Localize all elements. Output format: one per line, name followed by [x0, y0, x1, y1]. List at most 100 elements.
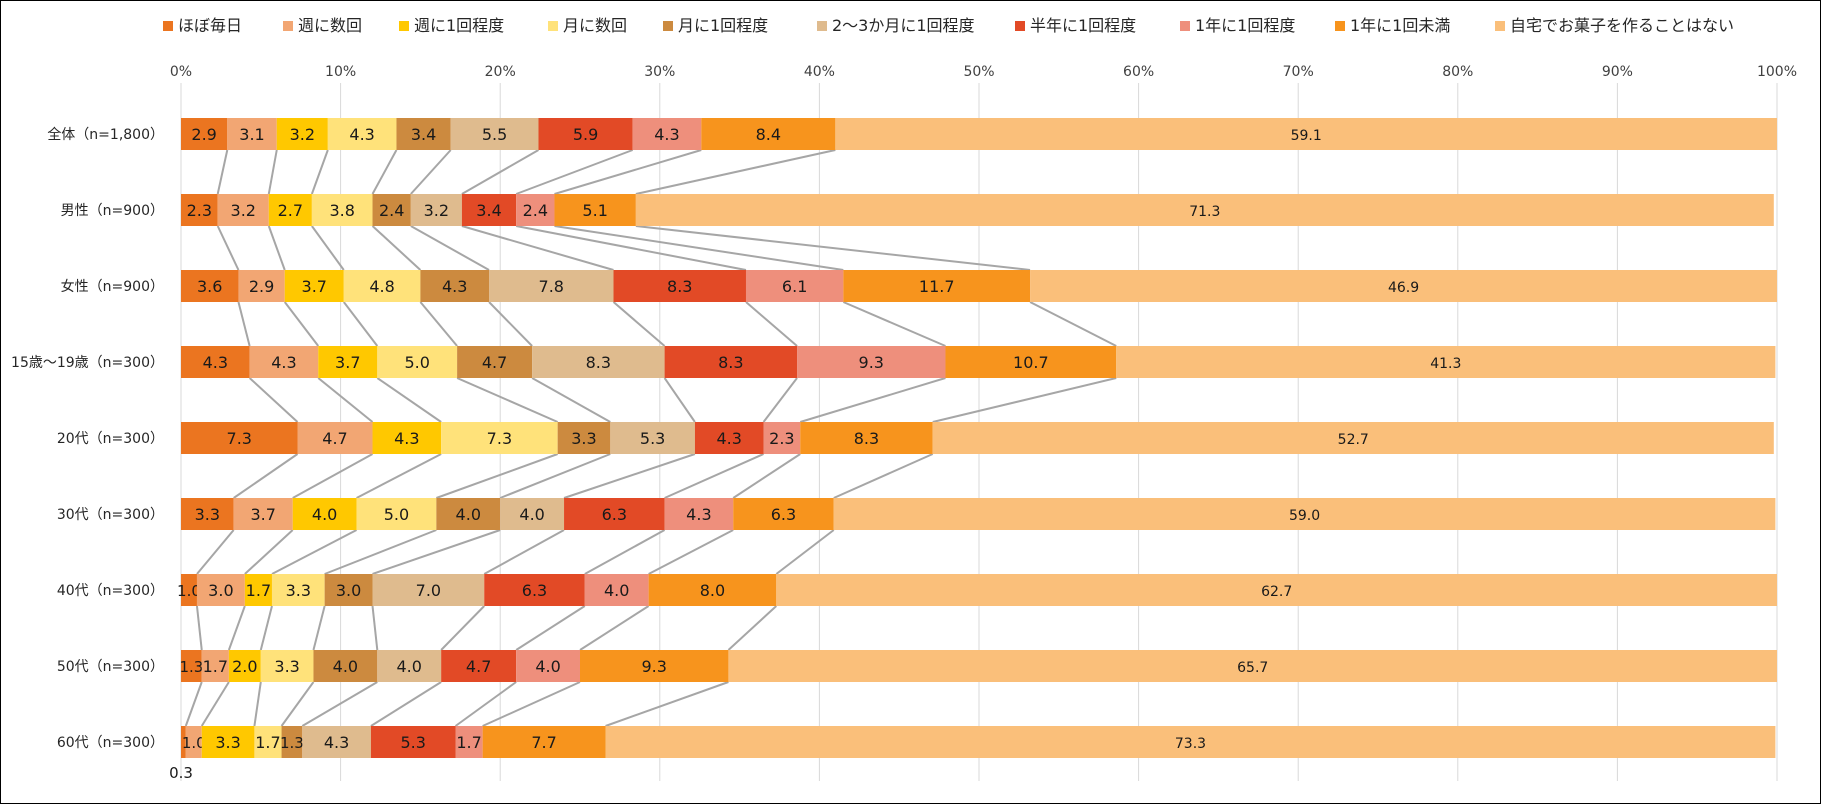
- bar-segment: [728, 650, 1777, 682]
- connector-line: [310, 149, 329, 195]
- bar-segment: [410, 194, 462, 226]
- legend-swatch: [283, 21, 293, 31]
- bar-segment: [377, 346, 458, 378]
- connector-line: [932, 377, 1117, 423]
- data-label: 9.3: [641, 657, 666, 676]
- bar-segment: [233, 498, 293, 530]
- connector-line: [563, 453, 696, 499]
- connector-line: [244, 529, 294, 575]
- connector-line: [635, 225, 1031, 271]
- bar-segment: [776, 574, 1777, 606]
- data-label: 3.1: [239, 125, 264, 144]
- legend-swatch: [1180, 21, 1190, 31]
- bar-segment: [664, 346, 798, 378]
- data-label: 5.3: [640, 429, 665, 448]
- connector-line: [267, 149, 278, 195]
- data-label: 1.0: [177, 582, 201, 600]
- bar-segment: [244, 574, 272, 606]
- bar-segment: [745, 270, 844, 302]
- connector-line: [515, 225, 747, 271]
- bar-segment: [457, 346, 533, 378]
- data-label: 6.3: [522, 581, 547, 600]
- bar-segment: [276, 118, 328, 150]
- connector-line: [456, 377, 559, 423]
- data-label: 4.7: [482, 353, 507, 372]
- bar-segment: [580, 650, 729, 682]
- data-label: 59.1: [1291, 128, 1322, 144]
- data-label: 4.0: [456, 505, 481, 524]
- bar-segment: [297, 422, 373, 454]
- connector-line: [483, 529, 565, 575]
- data-label: 1.3: [179, 658, 203, 676]
- legend-label: 自宅でお菓子を作ることはない: [1510, 16, 1734, 35]
- data-label: 3.2: [424, 201, 449, 220]
- data-label: 3.7: [335, 353, 360, 372]
- legend-swatch: [1335, 21, 1345, 31]
- data-label: 3.4: [411, 125, 436, 144]
- bar-segment: [516, 650, 580, 682]
- category-label: 20代（n=300）: [57, 431, 164, 447]
- category-label: 40代（n=300）: [57, 583, 164, 599]
- x-tick-label: 30%: [644, 64, 675, 80]
- connector-line: [324, 529, 437, 575]
- bar-segment: [370, 726, 456, 758]
- data-label: 8.3: [667, 277, 692, 296]
- data-label: 2.0: [232, 657, 257, 676]
- connector-line: [515, 605, 586, 651]
- data-label: 3.3: [195, 505, 220, 524]
- connector-line: [664, 453, 764, 499]
- x-tick-label: 40%: [804, 64, 835, 80]
- bar-segment: [455, 726, 483, 758]
- bar-segment: [292, 498, 357, 530]
- data-label: 8.0: [700, 581, 725, 600]
- x-tick-label: 20%: [485, 64, 516, 80]
- bar-segment: [227, 118, 277, 150]
- bar-segment: [833, 498, 1776, 530]
- bar-segment: [632, 118, 702, 150]
- bar-segment: [932, 422, 1774, 454]
- legend-label: 1年に1回程度: [1195, 16, 1295, 35]
- x-tick-label: 100%: [1757, 64, 1797, 80]
- bar-segment: [311, 194, 373, 226]
- bar-segment: [327, 118, 397, 150]
- data-label: 2.4: [379, 201, 404, 220]
- bar-segment: [181, 270, 239, 302]
- data-label: 46.9: [1388, 280, 1419, 296]
- data-label: 3.0: [336, 581, 361, 600]
- connector-line: [833, 453, 934, 499]
- legend-swatch: [1015, 21, 1025, 31]
- data-label: 1.0: [182, 734, 206, 752]
- data-label: 7.0: [416, 581, 441, 600]
- bar-segment: [284, 270, 344, 302]
- connector-line: [461, 149, 540, 195]
- data-label: 4.7: [466, 657, 491, 676]
- legend-swatch: [1495, 21, 1505, 31]
- connector-line: [499, 453, 611, 499]
- bar-segment: [1030, 270, 1777, 302]
- connector-line: [237, 301, 251, 347]
- data-label: 7.8: [539, 277, 564, 296]
- data-label: 8.3: [586, 353, 611, 372]
- connector-line: [1029, 301, 1117, 347]
- bar-segment: [181, 498, 234, 530]
- data-label: 4.7: [322, 429, 347, 448]
- bar-segment: [396, 118, 451, 150]
- bar-segment: [185, 726, 202, 758]
- data-label: 71.3: [1189, 204, 1220, 220]
- bar-segment: [1116, 346, 1776, 378]
- data-label: 41.3: [1430, 356, 1461, 372]
- data-label: 52.7: [1338, 432, 1369, 448]
- bar-segment: [372, 574, 485, 606]
- legend-label: ほぼ毎日: [178, 16, 242, 35]
- data-label: 2.9: [191, 125, 216, 144]
- bar-segment: [441, 422, 558, 454]
- bar-segment: [181, 346, 250, 378]
- connector-line: [635, 149, 836, 195]
- bar-segment: [356, 498, 437, 530]
- data-label: 8.4: [756, 125, 781, 144]
- data-label: 7.3: [227, 429, 252, 448]
- bar-segment: [196, 574, 245, 606]
- data-label: 1.3: [280, 734, 304, 752]
- connector-line: [612, 301, 666, 347]
- connector-line: [280, 681, 315, 727]
